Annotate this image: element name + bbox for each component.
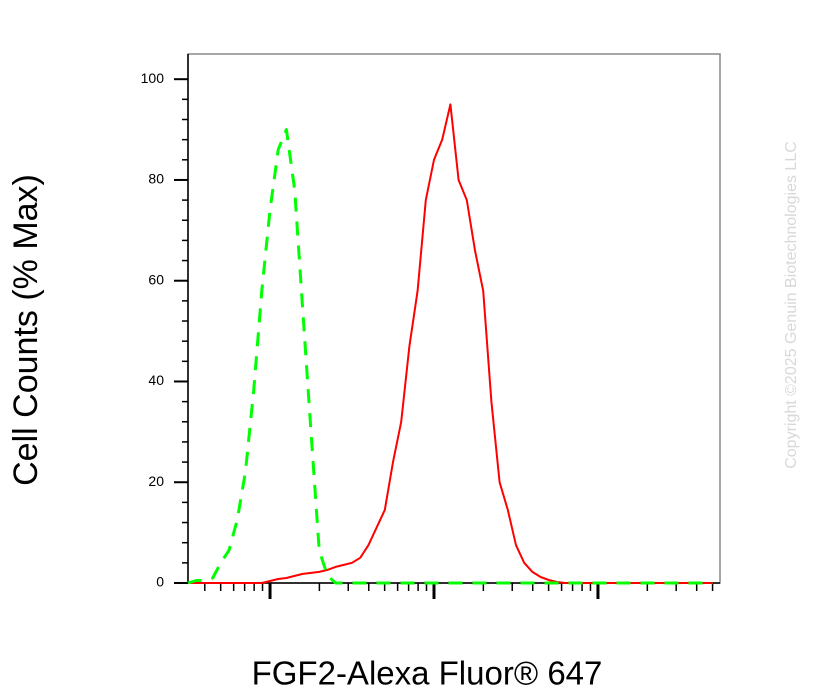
histogram-line <box>188 103 713 584</box>
y-tick-label: 20 <box>148 473 164 489</box>
y-tick-label: 0 <box>156 574 164 590</box>
x-axis-label: FGF2-Alexa Fluor® 647 <box>252 655 603 692</box>
y-tick-label: 40 <box>148 372 164 388</box>
y-tick-label: 80 <box>148 171 164 187</box>
watermark: Copyright ©2025 Genuin Biotechnologies L… <box>783 141 800 469</box>
y-tick-label: 100 <box>141 70 165 86</box>
y-tick-label: 60 <box>148 271 164 287</box>
y-axis-label: Cell Counts (% Max) <box>7 174 45 486</box>
histogram-line <box>187 128 713 585</box>
